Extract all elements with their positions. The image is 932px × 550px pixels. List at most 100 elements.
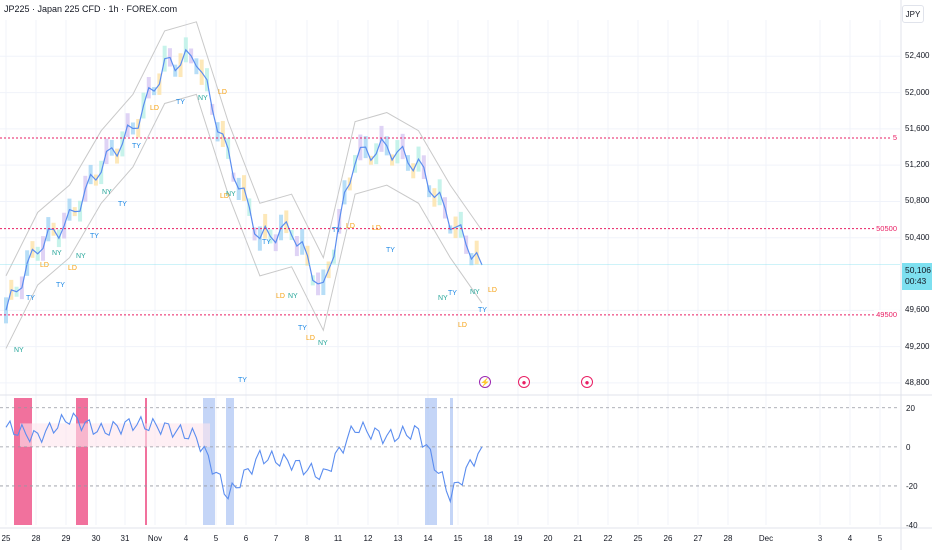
- time-axis-label: 31: [121, 534, 130, 543]
- price-axis-label: 48,800: [905, 377, 930, 387]
- currency-button[interactable]: JPY: [902, 5, 924, 23]
- price-axis-label: 52,000: [905, 87, 930, 97]
- price-axis-label: 50,400: [905, 232, 930, 242]
- oversold-zone: [203, 398, 215, 525]
- time-axis-label: 14: [424, 534, 433, 543]
- session-label: LD: [458, 322, 467, 329]
- price-axis-label: 50,800: [905, 196, 930, 206]
- price-axis-label: 51,600: [905, 123, 930, 133]
- session-label: NY: [14, 347, 24, 354]
- last-price-value: 50,106: [905, 265, 931, 275]
- time-axis-label: 15: [454, 534, 463, 543]
- time-axis-label: 25: [634, 534, 643, 543]
- time-axis-label: 6: [244, 534, 249, 543]
- session-label: TY: [132, 143, 141, 150]
- session-label: TY: [448, 290, 457, 297]
- session-label: TY: [56, 282, 65, 289]
- time-axis-label: 21: [574, 534, 583, 543]
- session-label: TY: [26, 295, 35, 302]
- time-axis-label: Nov: [148, 534, 162, 543]
- session-label: NY: [198, 95, 208, 102]
- target-event-icon[interactable]: ●: [518, 376, 530, 388]
- time-axis-label: 19: [514, 534, 523, 543]
- mid-level-label: 50500: [874, 223, 899, 233]
- support-label: 49500: [874, 309, 899, 319]
- time-axis-label: 18: [484, 534, 493, 543]
- target-event-icon[interactable]: ●: [581, 376, 593, 388]
- resistance-label: 5: [890, 132, 899, 142]
- session-label: TY: [332, 227, 341, 234]
- session-label: NY: [76, 253, 86, 260]
- session-label: LD: [276, 293, 285, 300]
- oversold-zone: [425, 398, 437, 525]
- time-axis-label: 4: [184, 534, 189, 543]
- session-label: LD: [306, 335, 315, 342]
- session-label: NY: [288, 293, 298, 300]
- time-axis-label: 3: [818, 534, 823, 543]
- osc-axis-label: 0: [906, 443, 911, 452]
- time-axis-label: 22: [604, 534, 613, 543]
- osc-axis-label: -20: [906, 482, 918, 491]
- session-label: LD: [40, 262, 49, 269]
- time-axis-label: 8: [305, 534, 310, 543]
- osc-axis-label: -40: [906, 521, 918, 530]
- oversold-zone: [226, 398, 234, 525]
- time-axis-label: Dec: [759, 534, 773, 543]
- session-label: NY: [470, 289, 480, 296]
- overbought-zone: [145, 398, 147, 525]
- candle: [4, 297, 8, 324]
- time-axis-label: 30: [92, 534, 101, 543]
- price-axis-label: 52,400: [905, 51, 930, 61]
- symbol-title[interactable]: JP225 · Japan 225 CFD · 1h · FOREX.com: [4, 4, 178, 14]
- overbought-zone: [76, 398, 88, 525]
- countdown-timer: 00:43: [905, 276, 927, 286]
- price-axis-label: 49,200: [905, 341, 930, 351]
- session-label: LD: [372, 225, 381, 232]
- time-axis-label: 12: [364, 534, 373, 543]
- session-label: TY: [118, 201, 127, 208]
- session-label: TY: [478, 307, 487, 314]
- session-label: TY: [298, 325, 307, 332]
- upper-band-line: [5, 21, 483, 277]
- lower-band-line: [5, 93, 483, 349]
- oversold-zone: [450, 398, 453, 525]
- time-axis-label: 11: [334, 534, 343, 543]
- lightning-event-icon[interactable]: ⚡: [479, 376, 491, 388]
- oscillator-line: [5, 412, 483, 504]
- time-axis-label: 28: [32, 534, 41, 543]
- session-label: LD: [150, 105, 159, 112]
- time-axis-label: 5: [878, 534, 883, 543]
- time-axis-label: 29: [62, 534, 71, 543]
- price-series-line: [5, 48, 483, 311]
- price-axis-label: 49,600: [905, 305, 930, 315]
- time-axis-label: 7: [274, 534, 279, 543]
- osc-axis-label: 20: [906, 404, 915, 413]
- time-axis-label: 27: [694, 534, 703, 543]
- time-axis-label: 20: [544, 534, 553, 543]
- session-label: TY: [238, 377, 247, 384]
- session-label: LD: [218, 89, 227, 96]
- session-label: NY: [318, 340, 328, 347]
- time-axis-label: 28: [724, 534, 733, 543]
- time-axis-label: 4: [848, 534, 853, 543]
- time-axis-label: 25: [2, 534, 11, 543]
- session-label: TY: [262, 239, 271, 246]
- session-label: TY: [176, 99, 185, 106]
- session-label: TY: [386, 247, 395, 254]
- session-label: NY: [226, 191, 236, 198]
- session-label: NY: [102, 189, 112, 196]
- time-axis-label: 26: [664, 534, 673, 543]
- time-axis-label: 13: [394, 534, 403, 543]
- last-price-tag: 50,106 00:43: [902, 263, 932, 290]
- session-label: NY: [52, 250, 62, 257]
- time-axis-label: 5: [214, 534, 219, 543]
- session-label: LD: [220, 193, 229, 200]
- session-label: LD: [68, 265, 77, 272]
- price-axis-label: 51,200: [905, 160, 930, 170]
- session-label: TY: [90, 233, 99, 240]
- session-label: NY: [438, 295, 448, 302]
- overbought-zone: [14, 398, 32, 525]
- session-label: LD: [346, 223, 355, 230]
